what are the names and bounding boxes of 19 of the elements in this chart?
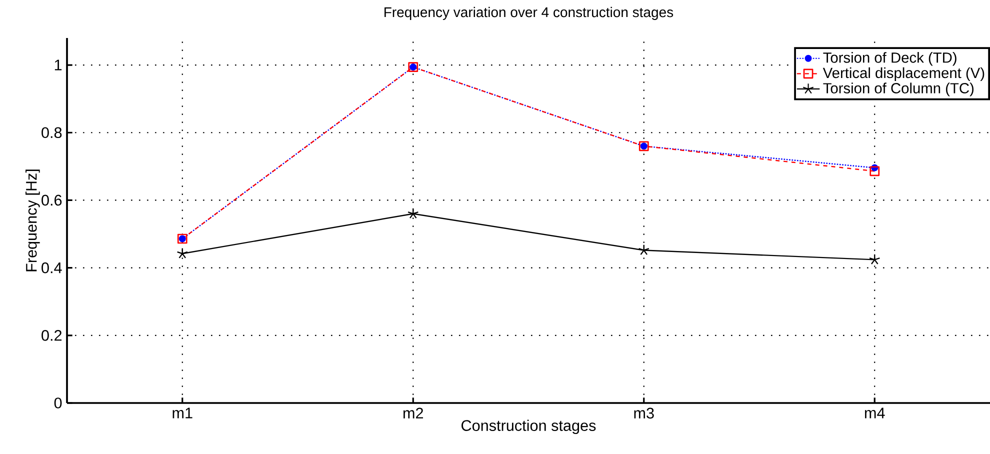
y-tick-label: 0.6 [42,194,62,206]
y-tick-label: 0 [54,398,62,408]
x-tick-label: m1 [172,408,192,418]
point [638,244,650,256]
point [870,166,880,176]
x-tick-label: m2 [404,408,424,418]
x-axis-title: Construction stages [462,420,596,434]
y-tick-label: 0.2 [42,330,62,341]
chart-title: Frequency variation over 4 construction stages [384,6,674,20]
legend-label: Torsion of Column (TC) [823,82,974,96]
legend-label: Vertical displacement (V) [822,67,984,82]
y-axis-title: Frequency [Hz] [26,170,40,272]
x-tick-label: m4 [865,408,885,418]
y-tick-label: 0.4 [42,262,62,274]
y-tick-label: 0.8 [42,127,62,138]
y-tick-label: 1 [54,60,62,70]
legend-label: Torsion of Deck (TD) [823,52,956,66]
x-tick-label: m3 [634,408,654,419]
point [407,208,419,219]
